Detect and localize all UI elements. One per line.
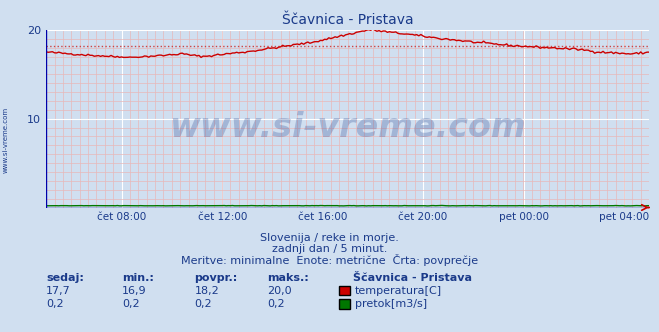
Text: 18,2: 18,2 bbox=[194, 286, 219, 296]
Text: 0,2: 0,2 bbox=[267, 299, 285, 309]
Text: povpr.:: povpr.: bbox=[194, 273, 238, 283]
Text: Meritve: minimalne  Enote: metrične  Črta: povprečje: Meritve: minimalne Enote: metrične Črta:… bbox=[181, 254, 478, 266]
Text: 20,0: 20,0 bbox=[267, 286, 291, 296]
Text: 0,2: 0,2 bbox=[194, 299, 212, 309]
Text: 17,7: 17,7 bbox=[46, 286, 71, 296]
Text: www.si-vreme.com: www.si-vreme.com bbox=[169, 111, 526, 144]
Title: Ščavnica - Pristava: Ščavnica - Pristava bbox=[282, 13, 413, 27]
Text: 16,9: 16,9 bbox=[122, 286, 146, 296]
Text: maks.:: maks.: bbox=[267, 273, 308, 283]
Text: temperatura[C]: temperatura[C] bbox=[355, 286, 442, 296]
Text: sedaj:: sedaj: bbox=[46, 273, 84, 283]
Text: 0,2: 0,2 bbox=[122, 299, 140, 309]
Text: Ščavnica - Pristava: Ščavnica - Pristava bbox=[353, 273, 472, 283]
Text: pretok[m3/s]: pretok[m3/s] bbox=[355, 299, 426, 309]
Text: www.si-vreme.com: www.si-vreme.com bbox=[2, 106, 9, 173]
Text: Slovenija / reke in morje.: Slovenija / reke in morje. bbox=[260, 233, 399, 243]
Text: 0,2: 0,2 bbox=[46, 299, 64, 309]
Text: min.:: min.: bbox=[122, 273, 154, 283]
Text: zadnji dan / 5 minut.: zadnji dan / 5 minut. bbox=[272, 244, 387, 254]
